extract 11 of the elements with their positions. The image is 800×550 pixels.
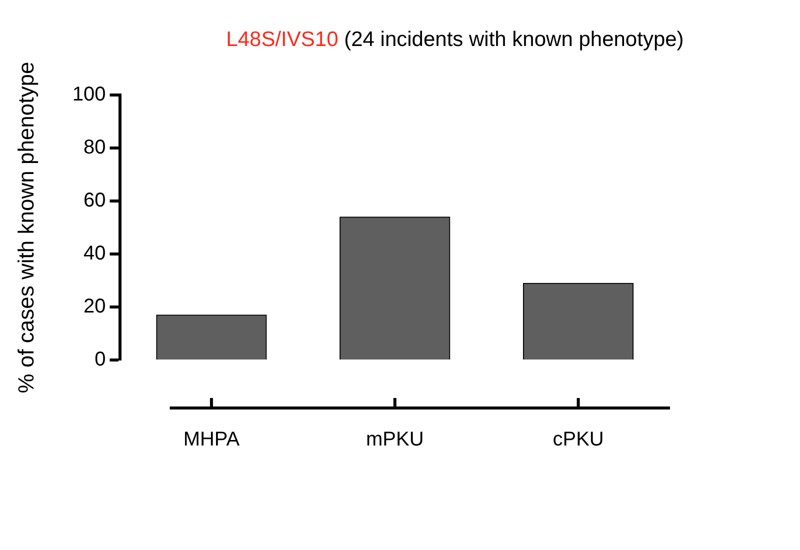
y-tick-label: 20 [84,296,106,318]
x-tick-label: mPKU [366,428,424,451]
y-tick-label: 40 [84,242,106,265]
chart-title: L48S/IVS10 (24 incidents with known phenotype) [225,28,685,52]
y-tick-label: 60 [84,190,106,212]
y-tick-label: 0 [94,348,106,371]
y-axis-title: % of cases with known phenotype [13,62,38,394]
x-tick-label: cPKU [552,428,604,451]
y-tick-label: 80 [84,136,106,159]
x-tick-label: MHPA [183,428,240,451]
y-tick-label: 100 [72,84,106,106]
